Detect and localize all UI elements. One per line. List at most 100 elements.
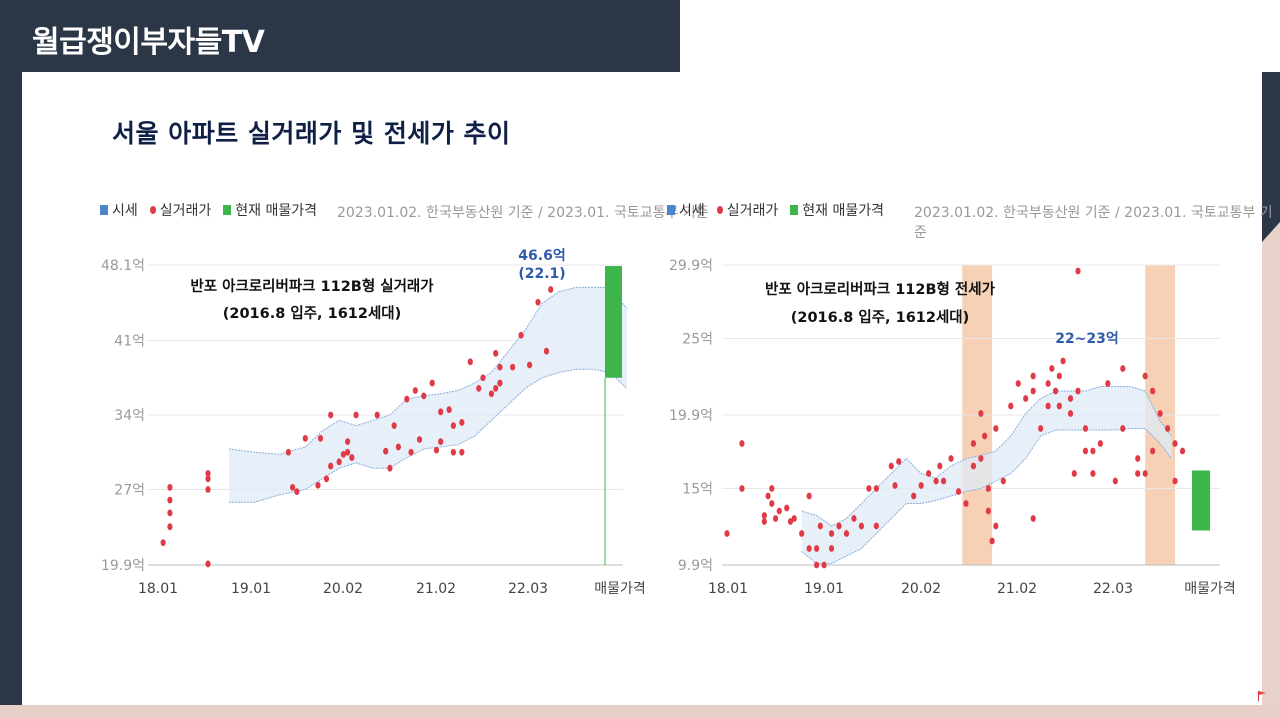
flag-icon	[1258, 691, 1266, 701]
chart1-transaction-dot	[167, 496, 173, 504]
chart1-transaction-dot	[421, 392, 427, 400]
chart2-transaction-dot	[772, 515, 779, 522]
chart2-transaction-dot	[892, 482, 898, 489]
chart1-transaction-dot	[395, 443, 401, 451]
chart1-transaction-dot	[205, 560, 211, 568]
legend-label: 실거래가	[726, 203, 779, 219]
chart2-transaction-dot	[1142, 470, 1148, 477]
chart2-transaction-dot	[985, 485, 991, 492]
chart2-x-tick-label: 21.02	[997, 581, 1037, 597]
chart1-source: 2023.01.02. 한국부동산원 기준 / 2023.01. 국토교통부 기…	[337, 205, 709, 221]
chart1-x-tick-label: 22.03	[508, 581, 548, 597]
chart2-transaction-dot	[769, 485, 775, 492]
chart2-transaction-dot	[970, 440, 977, 447]
chart1-legend-bar: 현재 매물가격	[223, 200, 317, 220]
chart1-transaction-dot	[294, 488, 300, 495]
chart2-transaction-dot	[761, 512, 767, 519]
channel-title: 월급쟁이부자들TV	[32, 25, 265, 60]
chart1-transaction-dot	[412, 387, 418, 394]
chart1-y-tick-label: 41억	[114, 334, 145, 350]
chart1-transaction-dot	[353, 411, 359, 419]
header-background	[680, 0, 1280, 72]
chart2-y-tick-label: 25억	[682, 332, 713, 348]
chart2-annotation-value: 22~23억	[1055, 331, 1119, 347]
chart1-x-tick-label: 매물가격	[594, 581, 646, 597]
chart2-transaction-dot	[1067, 410, 1074, 417]
chart1-transaction-dot	[480, 374, 486, 382]
chart1-x-tick-label: 20.02	[323, 581, 363, 597]
chart1-transaction-dot	[433, 446, 440, 454]
chart1-transaction-dot	[167, 483, 173, 491]
channel-banner: 월급쟁이부자들TV	[0, 0, 680, 72]
chart1-transaction-dot	[450, 448, 456, 456]
chart2-transaction-dot	[1082, 447, 1089, 455]
chart2-transaction-dot	[933, 477, 939, 485]
chart1-transaction-dot	[467, 358, 473, 366]
chart1-transaction-dot	[543, 347, 550, 355]
chart2-transaction-dot	[1082, 425, 1089, 432]
chart2-transaction-dot	[814, 561, 820, 569]
chart2-transaction-dot	[993, 425, 999, 432]
chart2-transaction-dot	[866, 485, 872, 492]
chart1-annotation-date: (22.1)	[518, 266, 565, 282]
chart2-transaction-dot	[806, 492, 812, 500]
chart1-transaction-dot	[328, 462, 334, 470]
chart2-x-tick-label: 19.01	[804, 581, 844, 597]
chart1-transaction-dot	[518, 331, 524, 339]
chart2-transaction-dot	[1060, 357, 1066, 365]
chart2-y-tick-label: 19.9억	[669, 408, 713, 424]
chart2-transaction-dot	[1030, 387, 1036, 395]
chart1-transaction-dot	[340, 450, 346, 458]
chart1-transaction-dot	[315, 481, 321, 489]
chart2-transaction-dot	[1179, 447, 1186, 455]
chart2-transaction-dot	[836, 522, 842, 530]
chart2-listing-bar	[1192, 470, 1210, 531]
legend-label: 실거래가	[159, 203, 212, 219]
chart2-transaction-dot	[739, 485, 745, 492]
chart2-y-tick-label: 29.9억	[669, 258, 713, 274]
band-swatch-icon	[100, 205, 108, 215]
chart2-transaction-dot	[843, 530, 850, 537]
chart2-transaction-dot	[1090, 470, 1096, 477]
chart2-transaction-dot	[1056, 372, 1062, 380]
chart1-transaction-dot	[290, 483, 296, 491]
chart1-transaction-dot	[497, 363, 503, 371]
chart2-transaction-dot	[828, 530, 835, 537]
chart2-transaction-dot	[1023, 395, 1029, 402]
chart1-transaction-dot	[160, 539, 166, 547]
chart1-title: 반포 아크로리버파크 112B형 실거래가	[190, 278, 434, 295]
chart2-transaction-dot	[765, 492, 771, 500]
chart2-transaction-dot	[1052, 387, 1059, 395]
chart1-transaction-dot	[391, 422, 397, 430]
chart1-transaction-dot	[374, 411, 380, 419]
chart2-transaction-dot	[970, 462, 977, 470]
chart2-transaction-dot	[1150, 387, 1156, 395]
chart1-transaction-dot	[345, 438, 351, 445]
chart2-x-tick-label: 매물가격	[1184, 581, 1236, 597]
legend-label: 시세	[679, 203, 705, 219]
chart2-transaction-dot	[937, 462, 943, 470]
chart1-subtitle: (2016.8 입주, 1612세대)	[223, 305, 402, 322]
chart1-transaction-dot	[167, 523, 173, 531]
chart1-transaction-dot	[510, 363, 516, 371]
chart2-transaction-dot	[1112, 477, 1118, 485]
chart2-transaction-dot	[1150, 447, 1156, 455]
chart2-transaction-dot	[1172, 440, 1178, 447]
chart1-transaction-dot	[323, 475, 330, 483]
chart1-transaction-dot	[302, 435, 308, 442]
chart2-transaction-dot	[1097, 440, 1103, 447]
chart2-source: 2023.01.02. 한국부동산원 기준 / 2023.01. 국토교통부 기…	[914, 205, 1273, 241]
chart1-transaction-dot	[493, 349, 499, 357]
chart1-price-band	[229, 287, 627, 503]
chart1-transaction-dot	[408, 448, 414, 456]
chart2-price-band	[801, 386, 1172, 564]
chart2-y-tick-label: 15억	[682, 482, 713, 498]
chart1-transaction-dot	[387, 464, 393, 472]
bar-swatch-icon	[790, 205, 799, 215]
chart2-x-tick-label: 22.03	[1093, 581, 1133, 597]
chart1-transaction-dot	[416, 436, 423, 443]
chart2-legend: 시세 실거래가 현재 매물가격	[667, 200, 890, 220]
chart2-transaction-dot	[791, 515, 797, 522]
chart2-transaction-dot	[787, 518, 794, 525]
